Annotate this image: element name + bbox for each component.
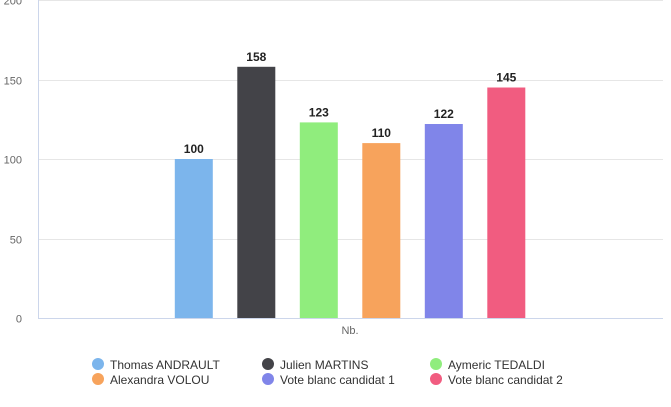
legend-label: Julien MARTINS xyxy=(280,358,368,372)
data-labels: 100 158 123 110 122 145 xyxy=(184,50,517,156)
data-label: 123 xyxy=(309,105,329,119)
legend-marker xyxy=(430,358,442,370)
legend-label: Vote blanc candidat 1 xyxy=(280,373,395,387)
legend-label: Thomas ANDRAULT xyxy=(110,358,220,372)
data-label: 100 xyxy=(184,142,204,156)
data-label: 145 xyxy=(496,71,516,85)
legend-label: Alexandra VOLOU xyxy=(110,373,209,387)
y-tick-label: 50 xyxy=(10,235,22,247)
bar-alexandra-volou[interactable] xyxy=(362,143,401,318)
grid-lines xyxy=(38,0,663,319)
legend: Thomas ANDRAULT Julien MARTINS Aymeric TED… xyxy=(92,358,563,387)
legend-item[interactable]: Vote blanc candidat 1 xyxy=(262,373,395,387)
legend-item[interactable]: Vote blanc candidat 2 xyxy=(430,373,563,387)
x-tick-label: Nb. xyxy=(341,325,358,337)
legend-label: Aymeric TEDALDI xyxy=(448,358,545,372)
data-label: 158 xyxy=(246,50,266,64)
bars xyxy=(174,66,526,319)
legend-item[interactable]: Thomas ANDRAULT xyxy=(92,358,220,372)
y-tick-label: 150 xyxy=(4,76,22,88)
x-axis: Nb. xyxy=(38,318,663,337)
bar-thomas-andrault[interactable] xyxy=(174,159,213,318)
y-axis: 0 50 100 150 200 xyxy=(4,0,39,326)
bar-aymeric-tedaldi[interactable] xyxy=(299,122,338,319)
legend-item[interactable]: Alexandra VOLOU xyxy=(92,373,209,387)
y-tick-label: 0 xyxy=(16,314,22,326)
legend-marker xyxy=(262,358,274,370)
bar-vote-blanc-candidat-1[interactable] xyxy=(424,124,463,318)
data-label: 110 xyxy=(372,126,392,140)
legend-label: Vote blanc candidat 2 xyxy=(448,373,563,387)
data-label: 122 xyxy=(434,107,454,121)
bar-vote-blanc-candidat-2[interactable] xyxy=(487,87,526,319)
legend-item[interactable]: Julien MARTINS xyxy=(262,358,368,372)
y-tick-label: 200 xyxy=(4,0,22,8)
legend-marker xyxy=(92,358,104,370)
legend-marker xyxy=(92,373,104,385)
legend-marker xyxy=(430,373,442,385)
y-tick-label: 100 xyxy=(4,155,22,167)
legend-marker xyxy=(262,373,274,385)
legend-item[interactable]: Aymeric TEDALDI xyxy=(430,358,545,372)
bar-julien-martins[interactable] xyxy=(237,66,276,318)
